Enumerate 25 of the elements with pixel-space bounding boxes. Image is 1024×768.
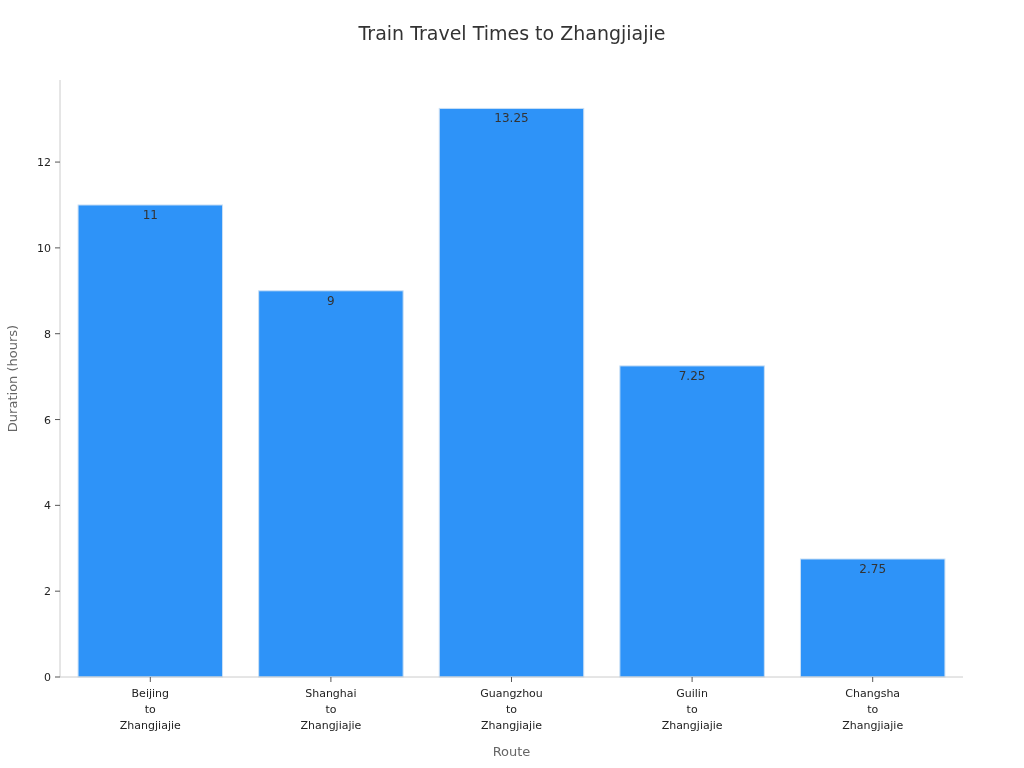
data-label: 13.25 [494,111,529,126]
bar [438,107,585,678]
y-tick-label: 2 [44,585,51,599]
y-tick-label: 10 [37,241,51,255]
data-label: 2.75 [859,561,887,576]
bar [799,558,946,678]
chart-title: Train Travel Times to Zhangjiajie [357,22,666,44]
y-tick-label: 0 [44,671,51,684]
x-tick-label: Changsha to Zhangjiajie [842,687,904,732]
y-tick-label: 4 [44,499,51,513]
x-tick-label: Shanghai to Zhangjiajie [300,687,362,732]
y-tick-label: 12 [37,156,51,170]
bar [258,290,404,678]
bar [77,204,224,678]
data-label: 9 [327,293,335,308]
x-tick-label: Beijing to Zhangjiajie [119,687,181,732]
y-axis-title: Duration (hours) [5,324,20,433]
data-label: 7.25 [678,368,706,383]
x-axis-title: Route [492,744,531,759]
x-tick-label: Guangzhou to Zhangjiajie [480,687,543,732]
bar [619,365,765,678]
data-label: 11 [142,207,158,222]
y-tick-label: 6 [44,413,51,427]
y-tick-label: 8 [44,327,51,341]
x-tick-label: Guilin to Zhangjiajie [661,687,723,732]
